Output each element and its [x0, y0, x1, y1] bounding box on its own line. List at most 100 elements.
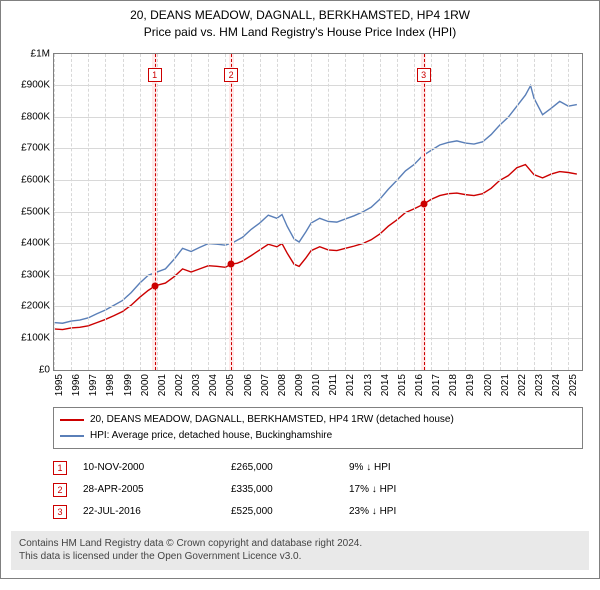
plot-region: £0£100K£200K£300K£400K£500K£600K£700K£80…: [53, 53, 583, 371]
x-gridline: [260, 54, 261, 370]
event-badge-on-chart: 2: [224, 68, 238, 82]
event-price: £335,000: [231, 484, 341, 495]
x-gridline: [208, 54, 209, 370]
title-line-1: 20, DEANS MEADOW, DAGNALL, BERKHAMSTED, …: [5, 7, 595, 24]
y-gridline: [54, 180, 582, 181]
x-tick-label: 2006: [243, 374, 254, 396]
x-gridline: [551, 54, 552, 370]
x-tick-label: 1997: [88, 374, 99, 396]
x-gridline: [431, 54, 432, 370]
x-tick-label: 1999: [123, 374, 134, 396]
x-tick-label: 2016: [414, 374, 425, 396]
event-vline: [231, 54, 232, 370]
event-delta: 9% ↓ HPI: [349, 462, 583, 473]
x-tick-label: 2000: [140, 374, 151, 396]
y-gridline: [54, 148, 582, 149]
y-tick-label: £300K: [21, 269, 54, 280]
x-tick-label: 2017: [431, 374, 442, 396]
x-gridline: [500, 54, 501, 370]
x-tick-label: 2014: [380, 374, 391, 396]
y-tick-label: £0: [39, 364, 54, 375]
x-gridline: [483, 54, 484, 370]
y-gridline: [54, 243, 582, 244]
y-gridline: [54, 117, 582, 118]
footer-line-2: This data is licensed under the Open Gov…: [19, 550, 581, 564]
event-price: £265,000: [231, 462, 341, 473]
x-tick-label: 2009: [294, 374, 305, 396]
x-tick-label: 2021: [500, 374, 511, 396]
y-tick-label: £600K: [21, 174, 54, 185]
x-tick-label: 2013: [363, 374, 374, 396]
legend-label-hpi: HPI: Average price, detached house, Buck…: [90, 428, 332, 444]
x-tick-label: 2007: [260, 374, 271, 396]
event-badge-3: 3: [53, 505, 67, 519]
y-tick-label: £100K: [21, 332, 54, 343]
event-date: 22-JUL-2016: [83, 506, 223, 517]
event-badge-on-chart: 1: [148, 68, 162, 82]
x-gridline: [448, 54, 449, 370]
x-tick-label: 2024: [551, 374, 562, 396]
x-gridline: [414, 54, 415, 370]
x-tick-label: 2020: [483, 374, 494, 396]
series-hpi: [54, 85, 577, 323]
x-tick-label: 2025: [568, 374, 579, 396]
y-gridline: [54, 275, 582, 276]
event-badge-on-chart: 3: [417, 68, 431, 82]
x-gridline: [191, 54, 192, 370]
chart-container: 20, DEANS MEADOW, DAGNALL, BERKHAMSTED, …: [0, 0, 600, 579]
y-tick-label: £500K: [21, 206, 54, 217]
x-gridline: [88, 54, 89, 370]
legend-label-property: 20, DEANS MEADOW, DAGNALL, BERKHAMSTED, …: [90, 412, 454, 428]
x-tick-label: 1998: [105, 374, 116, 396]
series-property: [54, 164, 577, 329]
x-tick-label: 2018: [448, 374, 459, 396]
y-tick-label: £400K: [21, 238, 54, 249]
x-gridline: [123, 54, 124, 370]
x-gridline: [397, 54, 398, 370]
x-tick-label: 2002: [174, 374, 185, 396]
x-gridline: [294, 54, 295, 370]
x-gridline: [105, 54, 106, 370]
chart-area: £0£100K£200K£300K£400K£500K£600K£700K£80…: [11, 49, 589, 401]
y-tick-label: £900K: [21, 80, 54, 91]
events-table: 1 10-NOV-2000 £265,000 9% ↓ HPI 2 28-APR…: [53, 457, 583, 523]
legend-swatch-property: [60, 419, 84, 421]
x-tick-label: 2015: [397, 374, 408, 396]
titles: 20, DEANS MEADOW, DAGNALL, BERKHAMSTED, …: [1, 1, 599, 45]
x-tick-label: 2023: [534, 374, 545, 396]
x-tick-label: 2012: [345, 374, 356, 396]
x-gridline: [174, 54, 175, 370]
x-tick-label: 2019: [465, 374, 476, 396]
x-gridline: [363, 54, 364, 370]
x-gridline: [54, 54, 55, 370]
event-delta: 17% ↓ HPI: [349, 484, 583, 495]
attribution-footer: Contains HM Land Registry data © Crown c…: [11, 531, 589, 570]
legend-item-property: 20, DEANS MEADOW, DAGNALL, BERKHAMSTED, …: [60, 412, 576, 428]
x-tick-label: 2011: [328, 374, 339, 396]
x-gridline: [465, 54, 466, 370]
x-tick-label: 2001: [157, 374, 168, 396]
x-gridline: [345, 54, 346, 370]
x-tick-label: 2008: [277, 374, 288, 396]
event-vline: [155, 54, 156, 370]
x-gridline: [311, 54, 312, 370]
y-gridline: [54, 85, 582, 86]
x-gridline: [140, 54, 141, 370]
x-gridline: [517, 54, 518, 370]
event-row: 1 10-NOV-2000 £265,000 9% ↓ HPI: [53, 457, 583, 479]
event-row: 2 28-APR-2005 £335,000 17% ↓ HPI: [53, 479, 583, 501]
event-date: 10-NOV-2000: [83, 462, 223, 473]
legend-item-hpi: HPI: Average price, detached house, Buck…: [60, 428, 576, 444]
x-tick-label: 2010: [311, 374, 322, 396]
x-gridline: [277, 54, 278, 370]
x-tick-label: 2004: [208, 374, 219, 396]
y-gridline: [54, 212, 582, 213]
y-tick-label: £700K: [21, 143, 54, 154]
event-marker: [151, 282, 158, 289]
x-gridline: [568, 54, 569, 370]
event-vline: [424, 54, 425, 370]
event-price: £525,000: [231, 506, 341, 517]
x-tick-label: 1996: [71, 374, 82, 396]
footer-line-1: Contains HM Land Registry data © Crown c…: [19, 537, 581, 551]
x-gridline: [380, 54, 381, 370]
